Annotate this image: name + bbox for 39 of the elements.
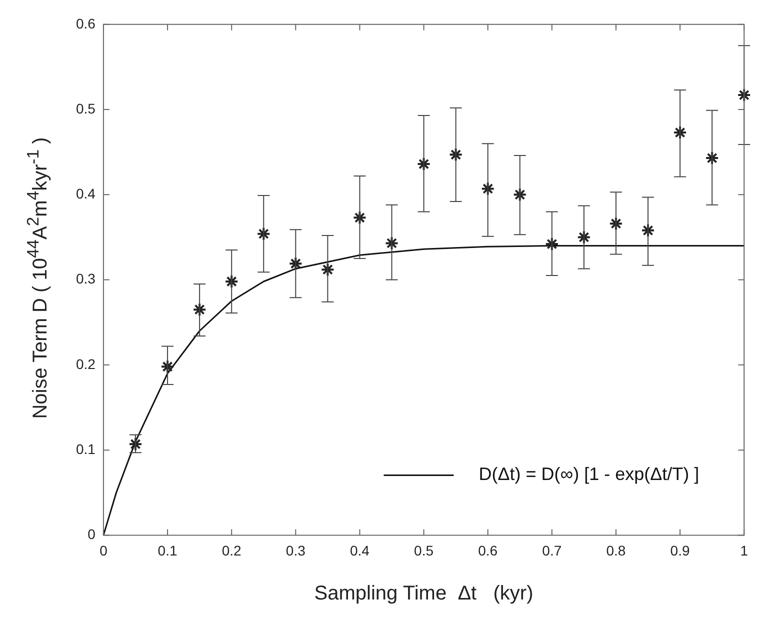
point bbox=[512, 188, 527, 202]
y-tick-label: 0.3 bbox=[76, 270, 96, 287]
point bbox=[576, 230, 591, 244]
y-tick-label: 0.6 bbox=[76, 15, 96, 32]
x-tick-label: 0.3 bbox=[286, 542, 306, 558]
x-tick-label: 1 bbox=[740, 542, 748, 558]
x-axis-title: Sampling Time Δt (kyr) bbox=[314, 582, 534, 605]
point bbox=[448, 148, 463, 162]
point bbox=[641, 223, 656, 238]
y-tick-label: 0.4 bbox=[76, 186, 96, 202]
legend-label: D(Δt) = D(∞) [1 - exp(Δt/T) ] bbox=[478, 464, 700, 484]
x-tick-label: 0.2 bbox=[222, 542, 242, 558]
point bbox=[608, 216, 623, 231]
point bbox=[384, 236, 399, 250]
point bbox=[705, 151, 720, 166]
x-tick-label: 0.5 bbox=[414, 542, 434, 558]
point bbox=[544, 237, 559, 252]
x-tick-label: 0.1 bbox=[158, 542, 178, 558]
x-tick-label: 0.9 bbox=[670, 542, 690, 558]
point bbox=[224, 274, 239, 289]
y-tick-label: 0.1 bbox=[76, 440, 96, 457]
point bbox=[160, 360, 175, 374]
x-tick-label: 0.4 bbox=[350, 542, 370, 558]
y-tick-label: 0 bbox=[88, 526, 96, 542]
point bbox=[320, 262, 335, 277]
point bbox=[256, 226, 271, 241]
point bbox=[737, 88, 752, 102]
point bbox=[416, 157, 431, 172]
y-tick-label: 0.2 bbox=[76, 356, 96, 372]
point bbox=[192, 302, 207, 317]
point bbox=[352, 210, 367, 225]
point bbox=[673, 126, 688, 140]
x-tick-label: 0.8 bbox=[606, 542, 626, 558]
x-tick-label: 0.6 bbox=[478, 542, 498, 558]
x-tick-label: 0 bbox=[100, 542, 108, 558]
point bbox=[288, 256, 303, 271]
y-tick-label: 0.5 bbox=[76, 100, 96, 116]
x-tick-label: 0.7 bbox=[542, 542, 562, 558]
point bbox=[480, 182, 495, 196]
